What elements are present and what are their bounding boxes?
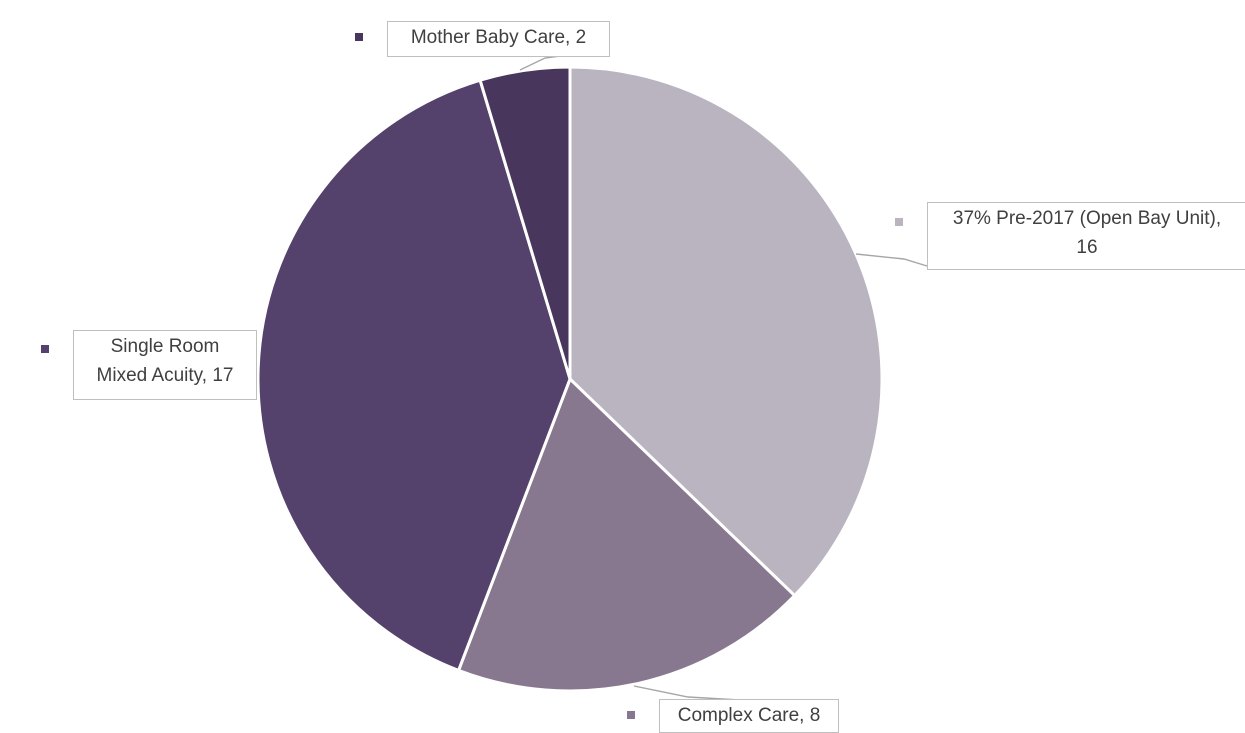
data-label-single-room-line-2: Mixed Acuity, 17 (96, 365, 234, 386)
data-label-open-bay-line-1: 37% Pre-2017 (Open Bay Unit), (952, 208, 1222, 229)
data-label-mother-baby-line-1: Mother Baby Care, 2 (410, 27, 587, 48)
leader-line-open-bay (855, 253, 928, 267)
data-label-open-bay: 37% Pre-2017 (Open Bay Unit), 16 (927, 202, 1245, 270)
slice-complex-care (457, 377, 797, 693)
slices-layer (256, 65, 884, 693)
slice-single-room (256, 78, 572, 672)
legend-key-open-bay (895, 218, 903, 226)
legend-key-complex-care (627, 711, 635, 719)
slice-open-bay (568, 65, 884, 598)
data-label-single-room-line-1: Single Room (110, 336, 220, 357)
leader-line-complex-care (633, 685, 741, 701)
legend-key-mother-baby (355, 33, 363, 41)
data-label-complex-care-line-1: Complex Care, 8 (677, 705, 821, 726)
slice-mother-baby (478, 65, 572, 381)
data-label-open-bay-line-2: 16 (1076, 237, 1098, 258)
data-label-complex-care: Complex Care, 8 (659, 699, 839, 733)
data-label-mother-baby: Mother Baby Care, 2 (387, 21, 610, 57)
legend-key-single-room (41, 345, 49, 353)
data-label-single-room: Single Room Mixed Acuity, 17 (73, 330, 257, 400)
